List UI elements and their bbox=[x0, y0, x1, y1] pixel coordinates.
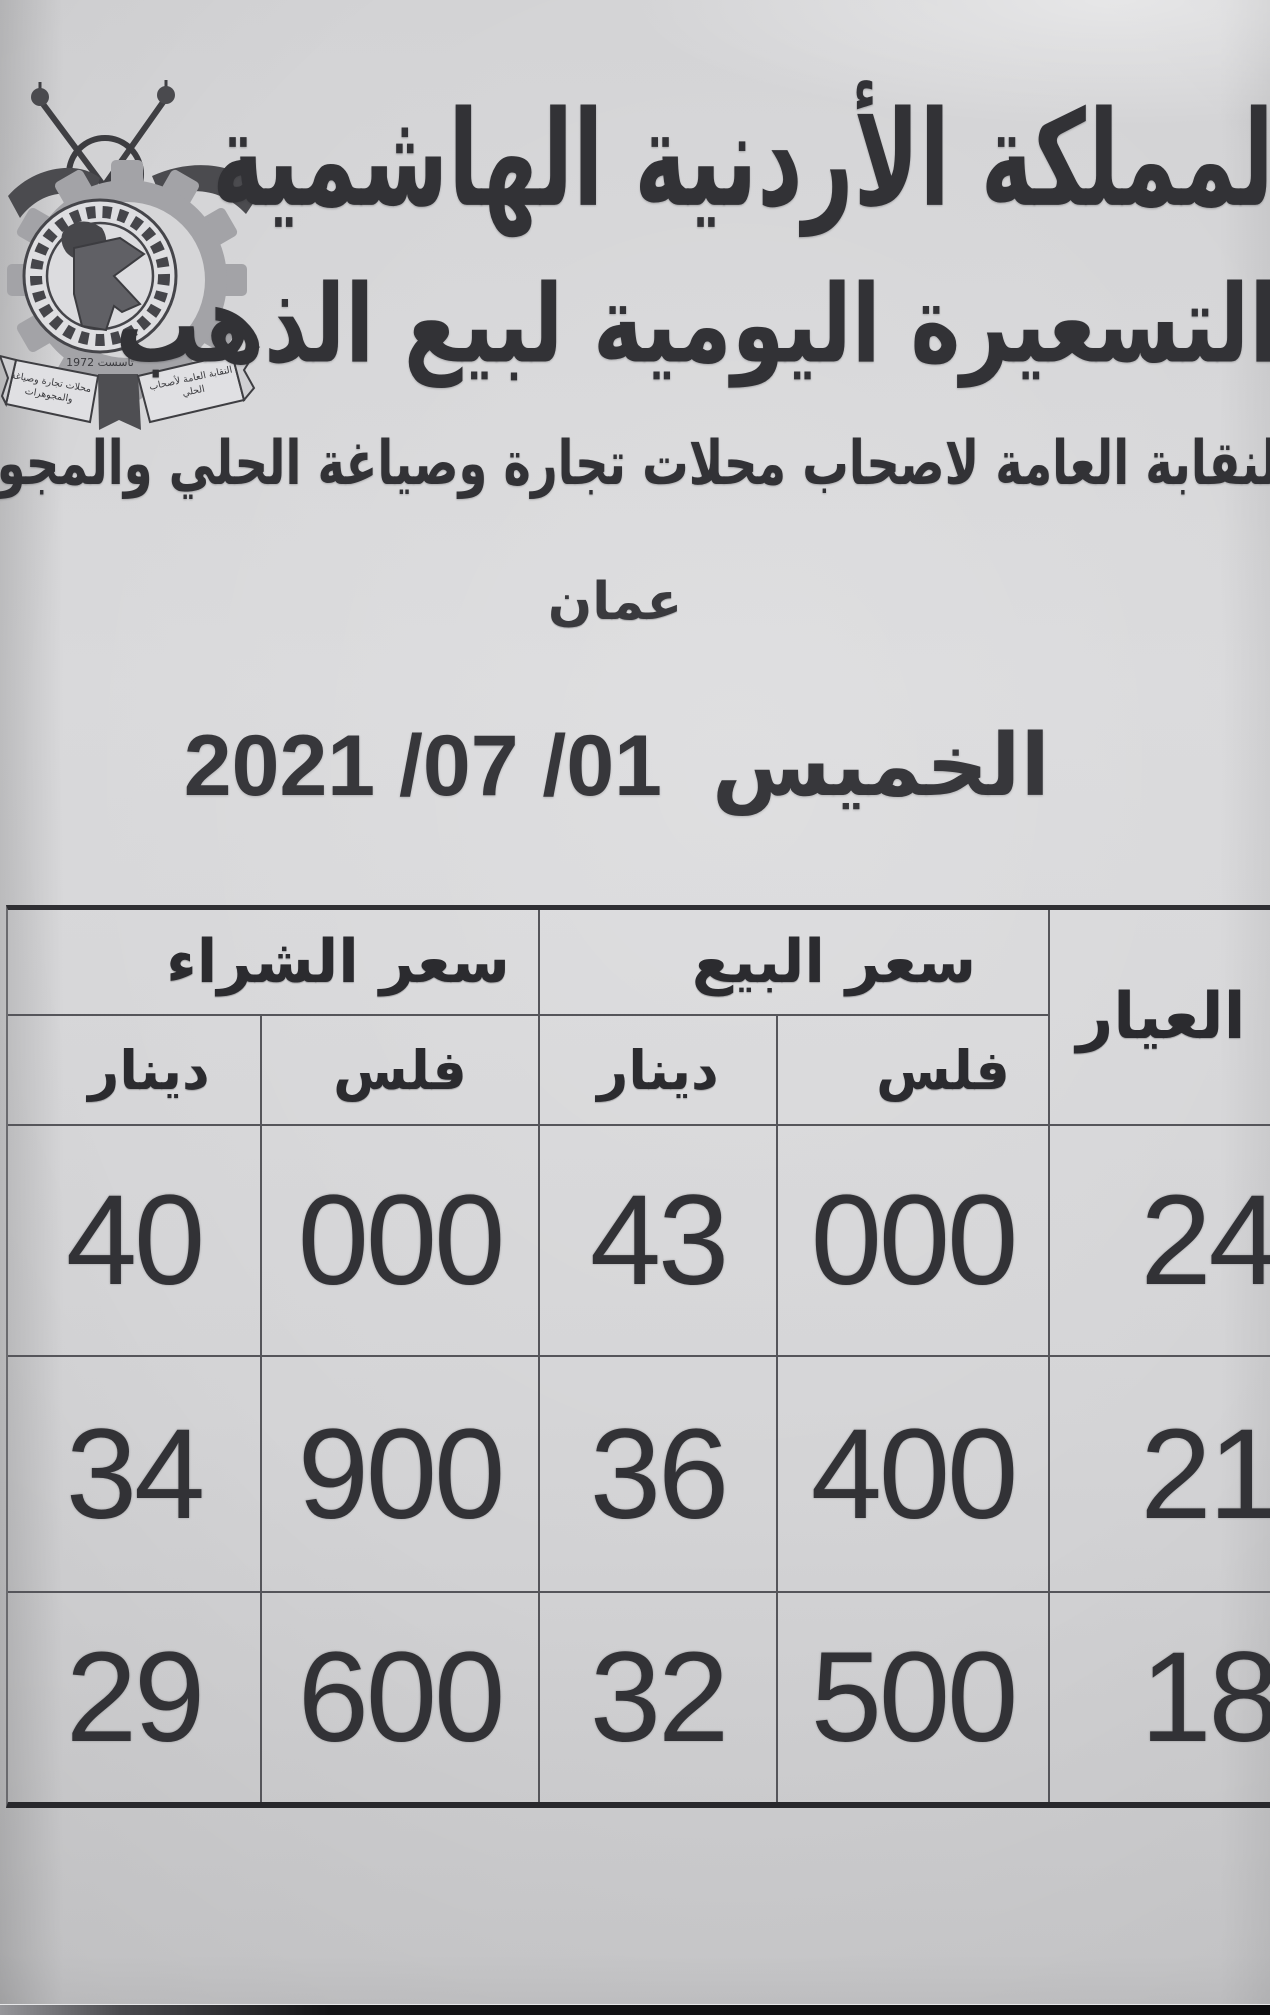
sell-fils-value: 500 bbox=[776, 1593, 1048, 1802]
kingdom-title: المملكة الأردنية الهاشمية bbox=[211, 81, 1270, 237]
buy-dinar-header: دينار bbox=[8, 1016, 260, 1126]
buy-fils-value: 000 bbox=[260, 1126, 538, 1357]
city-label: عمان bbox=[547, 572, 683, 632]
ribbon-right-fork bbox=[230, 346, 261, 403]
buy-dinar-value: 29 bbox=[65, 1626, 205, 1769]
date-line: الخميس 2021 /07 /01 bbox=[184, 716, 1050, 816]
established-label: تأسست 1972 bbox=[66, 354, 134, 369]
sell-fils-value: 000 bbox=[776, 1126, 1048, 1357]
ribbon-center bbox=[98, 374, 141, 430]
jordan-map-icon bbox=[73, 236, 146, 332]
sell-fils-header: فلس bbox=[776, 1016, 1048, 1126]
ribbon-right-text-2: الحلي bbox=[181, 384, 206, 399]
ribbon-banner: النقابة العامة لأصحاب الحلي محلات تجارة … bbox=[0, 346, 261, 430]
photo-bottom-edge bbox=[0, 2004, 1270, 2015]
buy-fils-header: فلس bbox=[260, 1016, 538, 1126]
buy-fils-value: 600 bbox=[260, 1593, 538, 1802]
syndicate-name: النقابة العامة لاصحاب محلات تجارة وصياغة… bbox=[0, 427, 1270, 499]
karat-value: 24 bbox=[1048, 1126, 1270, 1357]
karat-value: 21 bbox=[1048, 1357, 1270, 1593]
buy-fils-value: 900 bbox=[260, 1357, 538, 1593]
syndicate-logo: تأسست 1972 النقابة العامة لأصحاب الحلي م… bbox=[0, 80, 262, 430]
weekday-label: الخميس bbox=[711, 716, 1050, 816]
document-title: التسعيرة اليومية لبيع الذهب bbox=[114, 261, 1270, 388]
sell-price-group-header: سعر البيع bbox=[538, 910, 1048, 1016]
sell-dinar-header: دينار bbox=[538, 1016, 776, 1126]
price-table: سعر الشراء سعر البيع العيار دينار فلس دي… bbox=[6, 905, 1270, 1808]
karat-value: 18 bbox=[1048, 1593, 1270, 1802]
sell-dinar-value: 43 bbox=[538, 1126, 776, 1357]
buy-price-group-header: سعر الشراء bbox=[8, 910, 538, 1016]
buy-dinar-value: 40 bbox=[8, 1126, 260, 1357]
sell-dinar-value: 36 bbox=[538, 1357, 776, 1593]
karat-column-header: العيار bbox=[1048, 910, 1270, 1126]
ribbon-left-fork bbox=[0, 354, 18, 407]
sell-fils-value: 400 bbox=[776, 1357, 1048, 1593]
buy-dinar-value: 34 bbox=[8, 1357, 260, 1593]
date-numbers: 2021 /07 /01 bbox=[183, 718, 662, 814]
sell-dinar-value: 32 bbox=[538, 1593, 776, 1802]
